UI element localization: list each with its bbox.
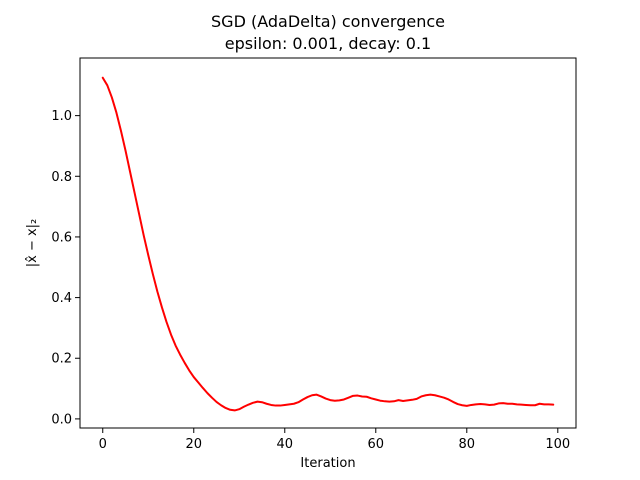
- chart-subtitle: epsilon: 0.001, decay: 0.1: [225, 34, 431, 53]
- y-tick-label: 0.2: [51, 352, 72, 367]
- y-tick-label: 1.0: [51, 109, 72, 124]
- x-tick-label: 80: [459, 437, 476, 452]
- series-line: [101, 76, 555, 412]
- y-axis-label: |x̂ − x|₂: [25, 219, 40, 268]
- chart-title: SGD (AdaDelta) convergence: [211, 12, 445, 31]
- x-axis-label: Iteration: [300, 456, 355, 471]
- x-tick-label: 40: [276, 437, 293, 452]
- y-tick-label: 0.0: [51, 412, 72, 427]
- x-tick-label: 0: [99, 437, 107, 452]
- x-tick-label: 100: [545, 437, 570, 452]
- plot-area: [101, 76, 555, 412]
- y-tick-label: 0.4: [51, 291, 72, 306]
- x-tick-label: 20: [185, 437, 202, 452]
- axes-frame: [79, 57, 577, 429]
- y-tick-label: 0.6: [51, 230, 72, 245]
- y-tick-label: 0.8: [51, 170, 72, 185]
- y-axis: 0.0 0.2 0.4 0.6 0.8 1.0: [51, 109, 80, 427]
- x-tick-label: 60: [368, 437, 385, 452]
- x-axis: 0 20 40 60 80 100: [99, 428, 570, 452]
